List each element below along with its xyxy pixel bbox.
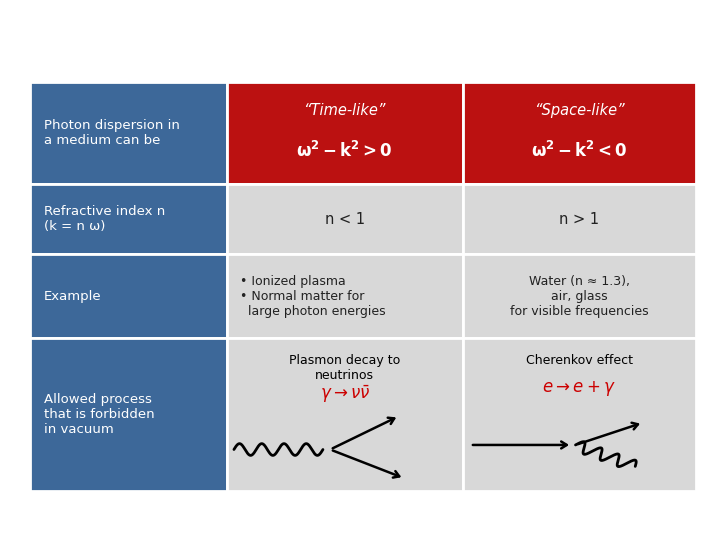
Text: Photon dispersion in
a medium can be: Photon dispersion in a medium can be <box>44 119 179 147</box>
Text: Water (n ≈ 1.3),
air, glass
for visible frequencies: Water (n ≈ 1.3), air, glass for visible … <box>510 275 648 318</box>
Text: Georg Raffelt, MPI Physics, Munich: Georg Raffelt, MPI Physics, Munich <box>11 521 203 531</box>
Bar <box>462 255 696 338</box>
Bar <box>227 255 462 338</box>
Bar <box>30 338 227 491</box>
Bar <box>462 82 696 184</box>
Text: $\mathbf{\omega^2 - k^2 > 0}$: $\mathbf{\omega^2 - k^2 > 0}$ <box>296 141 393 162</box>
Bar <box>227 82 462 184</box>
Text: $e \rightarrow e + \gamma$: $e \rightarrow e + \gamma$ <box>542 379 616 398</box>
Text: Plasmon decay to
neutrinos: Plasmon decay to neutrinos <box>289 354 400 382</box>
Text: $\mathbf{\omega^2 - k^2 < 0}$: $\mathbf{\omega^2 - k^2 < 0}$ <box>531 141 627 162</box>
Text: Example: Example <box>44 290 101 303</box>
Text: “Space-like”: “Space-like” <box>534 103 624 118</box>
Text: Cherenkov effect: Cherenkov effect <box>526 354 632 367</box>
Text: Allowed process
that is forbidden
in vacuum: Allowed process that is forbidden in vac… <box>44 393 154 436</box>
Text: Refractive index n
(k = n ω): Refractive index n (k = n ω) <box>44 205 165 233</box>
Bar <box>462 338 696 491</box>
Bar <box>227 338 462 491</box>
Bar <box>30 184 227 255</box>
Bar <box>227 184 462 255</box>
Bar <box>30 82 227 184</box>
Bar <box>462 184 696 255</box>
Text: n > 1: n > 1 <box>559 212 599 227</box>
Bar <box>30 255 227 338</box>
Text: $\gamma \rightarrow \nu\bar{\nu}$: $\gamma \rightarrow \nu\bar{\nu}$ <box>319 384 370 405</box>
Text: “Time-like”: “Time-like” <box>303 103 386 118</box>
Text: Neutrinos in Astrophysics and Cosmology, NBI, 23–27 June 2014: Neutrinos in Astrophysics and Cosmology,… <box>357 521 715 531</box>
Text: • Ionized plasma
• Normal matter for
  large photon energies: • Ionized plasma • Normal matter for lar… <box>240 275 386 318</box>
Text: n < 1: n < 1 <box>325 212 364 227</box>
Text: Plasmon Decay vs. Cherenkov Effect: Plasmon Decay vs. Cherenkov Effect <box>92 16 634 41</box>
